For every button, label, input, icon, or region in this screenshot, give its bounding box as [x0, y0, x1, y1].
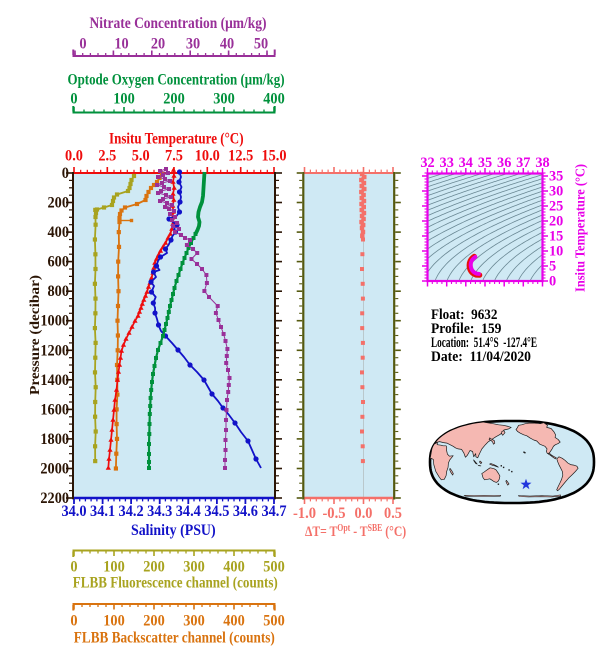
svg-text:FLBB Backscatter channel (coun: FLBB Backscatter channel (counts) — [74, 630, 275, 647]
svg-text:200: 200 — [143, 559, 165, 576]
svg-text:0: 0 — [70, 559, 77, 576]
svg-text:40: 40 — [220, 36, 234, 53]
svg-text:34.2: 34.2 — [119, 503, 144, 520]
svg-text:Optode Oxygen Concentration (μ: Optode Oxygen Concentration (μm/kg) — [68, 72, 285, 89]
svg-text:100: 100 — [113, 91, 135, 108]
svg-text:0: 0 — [70, 91, 77, 108]
svg-text:FLBB Fluorescence channel (cou: FLBB Fluorescence channel (counts) — [73, 575, 278, 592]
svg-text:800: 800 — [48, 283, 70, 300]
svg-text:30: 30 — [549, 184, 563, 200]
svg-text:7.5: 7.5 — [165, 148, 183, 165]
svg-text:100: 100 — [103, 559, 125, 576]
svg-text:2000: 2000 — [40, 461, 69, 478]
svg-text:20: 20 — [549, 214, 563, 230]
svg-text:30: 30 — [186, 36, 200, 53]
svg-text:34.4: 34.4 — [176, 503, 201, 520]
svg-text:400: 400 — [263, 91, 285, 108]
svg-text:25: 25 — [549, 199, 563, 215]
svg-text:33: 33 — [440, 155, 454, 171]
svg-text:ΔT= TOpt - TSBE (°C): ΔT= TOpt - TSBE (°C) — [305, 522, 406, 539]
svg-text:35: 35 — [549, 169, 563, 185]
svg-text:Float: 9632: Float: 9632 — [431, 307, 497, 323]
svg-text:300: 300 — [183, 613, 205, 630]
svg-text:34.6: 34.6 — [233, 503, 258, 520]
svg-text:500: 500 — [263, 613, 285, 630]
svg-text:Insitu Temperature (°C): Insitu Temperature (°C) — [574, 164, 589, 292]
svg-text:34.7: 34.7 — [261, 503, 286, 520]
svg-text:10.0: 10.0 — [195, 148, 220, 165]
svg-text:600: 600 — [48, 254, 70, 271]
svg-text:0.0: 0.0 — [65, 148, 83, 165]
svg-text:200: 200 — [48, 195, 70, 212]
svg-text:2.5: 2.5 — [98, 148, 116, 165]
svg-text:Profile: 159: Profile: 159 — [431, 321, 501, 337]
svg-text:0: 0 — [549, 274, 556, 290]
svg-text:Date: 11/04/2020: Date: 11/04/2020 — [431, 349, 531, 365]
svg-text:1000: 1000 — [40, 313, 69, 330]
svg-text:400: 400 — [48, 224, 70, 241]
svg-text:50: 50 — [254, 36, 268, 53]
svg-text:400: 400 — [223, 559, 245, 576]
svg-text:34.5: 34.5 — [204, 503, 229, 520]
svg-text:-0.5: -0.5 — [322, 505, 345, 522]
svg-text:-1.0: -1.0 — [293, 505, 316, 522]
svg-text:15: 15 — [549, 229, 563, 245]
svg-text:300: 300 — [213, 91, 235, 108]
svg-text:34.1: 34.1 — [90, 503, 115, 520]
svg-text:1200: 1200 — [40, 342, 69, 359]
svg-text:Insitu Temperature (°C): Insitu Temperature (°C) — [109, 131, 244, 148]
svg-text:1800: 1800 — [40, 431, 69, 448]
svg-text:36: 36 — [497, 155, 512, 171]
svg-text:38: 38 — [535, 155, 549, 171]
svg-text:34.0: 34.0 — [61, 503, 86, 520]
svg-text:1400: 1400 — [40, 372, 69, 389]
svg-text:0: 0 — [70, 613, 77, 630]
svg-text:1600: 1600 — [40, 401, 69, 418]
svg-text:15.0: 15.0 — [261, 148, 286, 165]
svg-text:Nitrate Concentration (μm/kg): Nitrate Concentration (μm/kg) — [90, 15, 267, 32]
svg-text:2200: 2200 — [40, 490, 69, 507]
svg-text:0.5: 0.5 — [384, 505, 402, 522]
svg-text:32: 32 — [420, 155, 434, 171]
svg-text:12.5: 12.5 — [228, 148, 253, 165]
svg-text:0.0: 0.0 — [355, 505, 373, 522]
svg-text:37: 37 — [516, 155, 531, 171]
svg-text:5: 5 — [549, 259, 556, 275]
svg-text:Salinity (PSU): Salinity (PSU) — [131, 522, 216, 539]
svg-text:200: 200 — [143, 613, 165, 630]
svg-text:400: 400 — [223, 613, 245, 630]
svg-text:Location: 51.4°S -127.4°E: Location: 51.4°S -127.4°E — [431, 335, 537, 351]
svg-text:10: 10 — [549, 244, 563, 260]
svg-text:Pressure (decibar): Pressure (decibar) — [27, 275, 42, 395]
svg-text:300: 300 — [183, 559, 205, 576]
svg-text:35: 35 — [478, 155, 492, 171]
svg-text:0: 0 — [62, 165, 69, 182]
svg-text:200: 200 — [163, 91, 185, 108]
svg-text:5.0: 5.0 — [132, 148, 150, 165]
svg-text:20: 20 — [151, 36, 165, 53]
svg-text:0: 0 — [79, 36, 86, 53]
svg-text:500: 500 — [263, 559, 285, 576]
svg-text:34.3: 34.3 — [147, 503, 172, 520]
svg-text:100: 100 — [103, 613, 125, 630]
svg-text:10: 10 — [114, 36, 128, 53]
svg-text:34: 34 — [459, 155, 474, 171]
